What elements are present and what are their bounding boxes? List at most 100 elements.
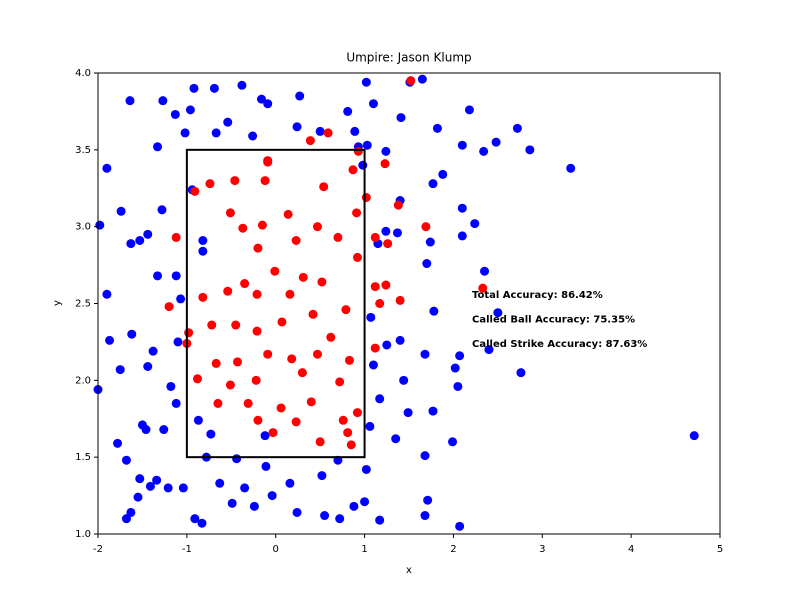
point — [392, 228, 402, 238]
point — [257, 220, 267, 230]
point — [260, 431, 270, 441]
point — [171, 232, 181, 242]
point — [263, 157, 273, 167]
point — [252, 326, 262, 336]
point — [395, 335, 405, 345]
point — [209, 83, 219, 93]
point — [256, 94, 266, 104]
point — [493, 308, 503, 318]
point — [370, 282, 380, 292]
point — [115, 365, 125, 375]
point — [135, 474, 145, 484]
point — [406, 76, 416, 86]
point — [420, 349, 430, 359]
annotation: Called Strike Accuracy: 87.63% — [472, 339, 647, 350]
point — [206, 429, 216, 439]
point — [438, 169, 448, 179]
point — [425, 237, 435, 247]
point — [491, 137, 501, 147]
point — [381, 146, 391, 156]
point — [512, 123, 522, 133]
point — [399, 375, 409, 385]
point — [343, 106, 353, 116]
point — [457, 203, 467, 213]
point — [566, 163, 576, 173]
point — [396, 113, 406, 123]
point — [352, 208, 362, 218]
point — [368, 360, 378, 370]
annotation: Called Ball Accuracy: 75.35% — [472, 315, 635, 326]
point — [176, 294, 186, 304]
point — [263, 99, 273, 109]
point — [263, 349, 273, 359]
point — [253, 415, 263, 425]
point — [516, 368, 526, 378]
point — [190, 186, 200, 196]
point — [370, 343, 380, 353]
x-tick-label: 4 — [628, 544, 634, 555]
x-axis-label: x — [406, 565, 412, 576]
point — [348, 165, 358, 175]
point — [180, 128, 190, 138]
point — [464, 105, 474, 115]
point — [285, 478, 295, 488]
point — [171, 398, 181, 408]
y-tick-label: 2.0 — [75, 375, 91, 386]
x-tick-label: -1 — [182, 544, 192, 555]
point — [344, 355, 354, 365]
point — [403, 408, 413, 418]
point — [346, 440, 356, 450]
point — [428, 406, 438, 416]
point — [365, 421, 375, 431]
point — [421, 222, 431, 232]
point — [312, 222, 322, 232]
point — [198, 235, 208, 245]
point — [361, 192, 371, 202]
point — [326, 332, 336, 342]
y-axis-label: y — [52, 300, 63, 306]
strike-zone — [185, 148, 366, 459]
point — [211, 128, 221, 138]
point — [225, 380, 235, 390]
point — [173, 337, 183, 347]
point — [215, 478, 225, 488]
point — [295, 91, 305, 101]
y-tick-label: 2.5 — [75, 299, 91, 310]
point — [315, 437, 325, 447]
point — [453, 381, 463, 391]
point — [455, 521, 465, 531]
point — [102, 289, 112, 299]
point — [127, 329, 137, 339]
point — [193, 374, 203, 384]
point — [227, 498, 237, 508]
point — [285, 289, 295, 299]
point — [306, 397, 316, 407]
y-tick-label: 1.5 — [75, 452, 91, 463]
point — [153, 142, 163, 152]
point — [121, 514, 131, 524]
y-tick-label: 1.0 — [75, 529, 91, 540]
point — [248, 131, 258, 141]
point — [231, 320, 241, 330]
point — [223, 117, 233, 127]
point — [343, 428, 353, 438]
point — [240, 483, 250, 493]
point — [689, 431, 699, 441]
point — [484, 345, 494, 355]
point — [381, 280, 391, 290]
chart-title: Umpire: Jason Klump — [346, 51, 471, 65]
point — [252, 289, 262, 299]
x-tick-label: -2 — [93, 544, 103, 555]
point — [352, 252, 362, 262]
point — [470, 219, 480, 229]
point — [193, 415, 203, 425]
point — [163, 483, 173, 493]
point — [249, 501, 259, 511]
point — [423, 495, 433, 505]
point — [428, 179, 438, 189]
x-tick-label: 3 — [539, 544, 545, 555]
point — [366, 312, 376, 322]
annotation: Total Accuracy: 86.42% — [472, 290, 603, 301]
